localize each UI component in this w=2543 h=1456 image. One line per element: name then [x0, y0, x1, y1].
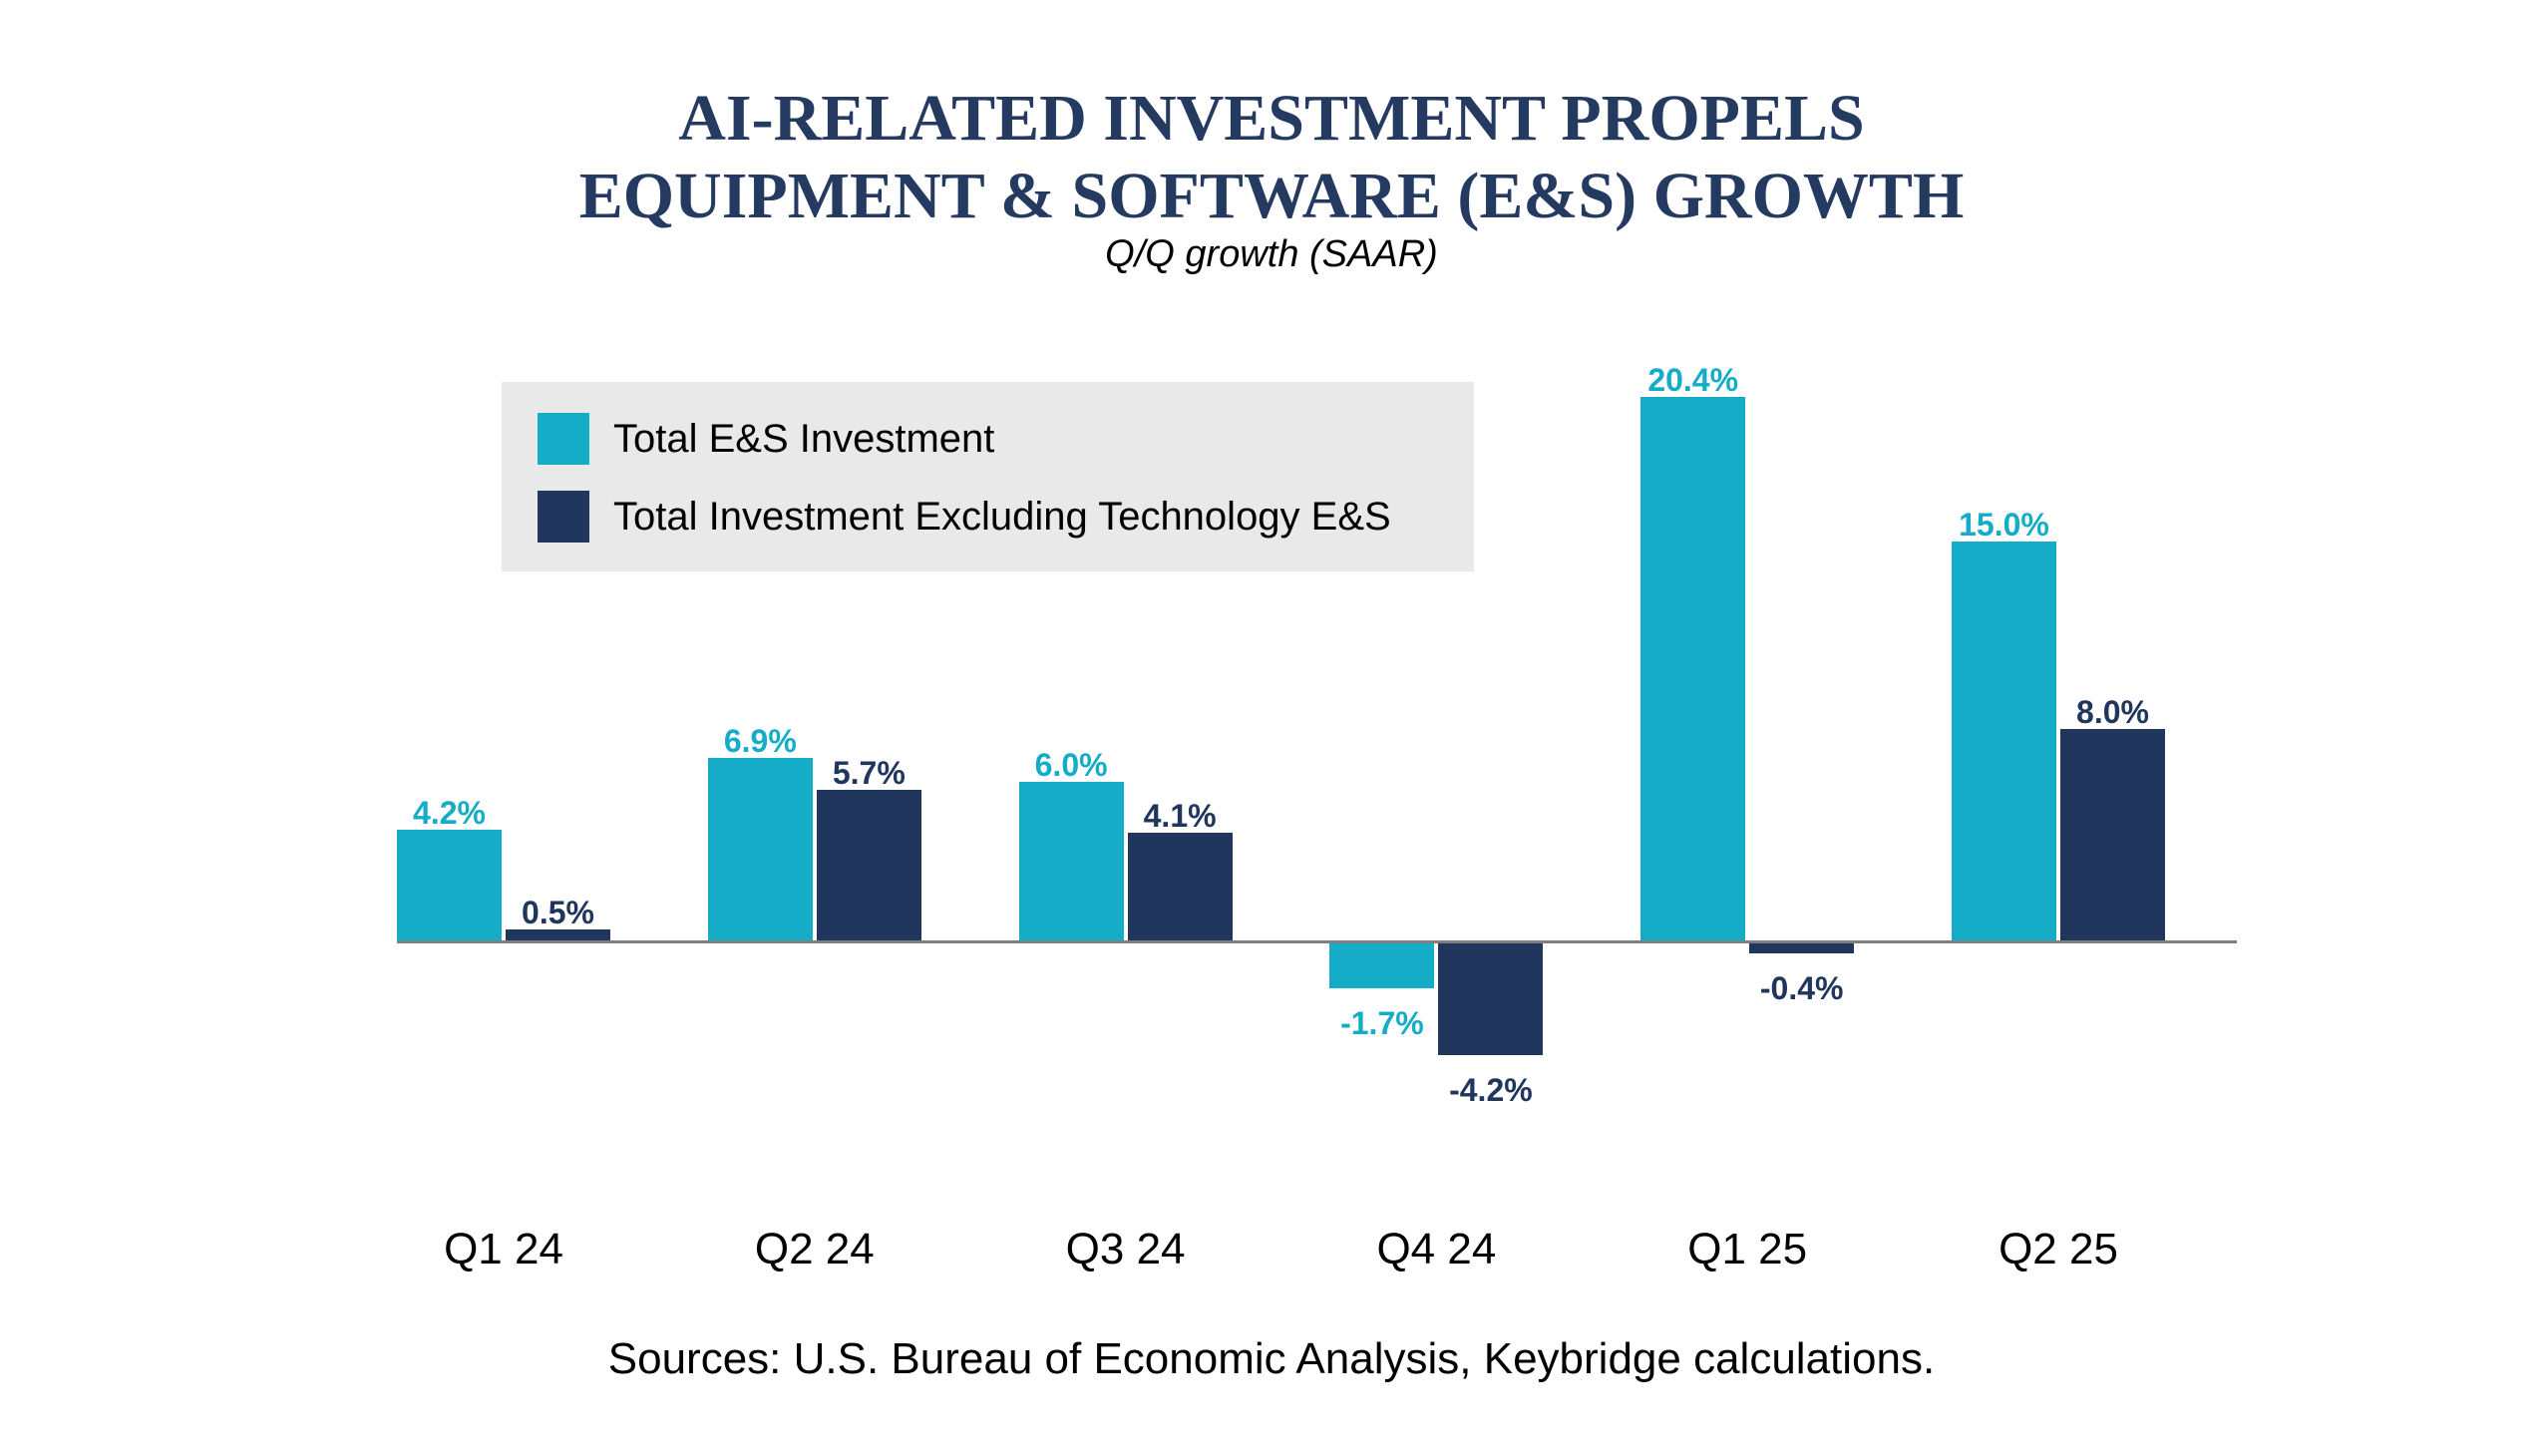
bar-total-es-q125: [1640, 397, 1746, 942]
chart-title-line2: EQUIPMENT & SOFTWARE (E&S) GROWTH: [578, 159, 1965, 232]
x-axis-label-q224: Q2 24: [754, 1225, 875, 1274]
bar-ex-tech-q125: [1749, 942, 1855, 953]
legend-label: Total Investment Excluding Technology E&…: [613, 494, 1391, 539]
bar-value-label: -0.4%: [1759, 969, 1844, 1006]
bar-value-label: -1.7%: [1340, 1004, 1424, 1041]
chart-subtitle: Q/Q growth (SAAR): [1105, 233, 1438, 275]
legend-item-excluding-tech: Total Investment Excluding Technology E&…: [538, 491, 1474, 543]
bar-ex-tech-q224: [816, 790, 921, 942]
bar-value-label: 4.1%: [1143, 798, 1217, 835]
legend-item-total-es: Total E&S Investment: [538, 413, 1474, 465]
bar-value-label: 4.2%: [413, 795, 486, 832]
bar-total-es-q224: [707, 758, 813, 942]
bar-value-label: 5.7%: [832, 755, 906, 792]
bar-ex-tech-q225: [2060, 728, 2165, 942]
legend-swatch-navy: [538, 491, 589, 543]
x-axis-label-q225: Q2 25: [1998, 1225, 2118, 1274]
bar-ex-tech-q324: [1127, 833, 1233, 942]
bar-total-es-q225: [1952, 542, 2056, 942]
legend-label: Total E&S Investment: [613, 416, 995, 461]
bar-total-es-q124: [397, 830, 502, 942]
bar-value-label: 6.9%: [723, 723, 797, 760]
bar-value-label: -4.2%: [1449, 1071, 1533, 1108]
x-axis-baseline: [397, 940, 2237, 943]
bar-value-label: 0.5%: [522, 894, 594, 930]
legend-swatch-teal: [538, 413, 589, 465]
bar-value-label: 6.0%: [1034, 747, 1108, 784]
source-note: Sources: U.S. Bureau of Economic Analysi…: [607, 1334, 1936, 1383]
bar-value-label: 15.0%: [1959, 507, 2049, 543]
bar-value-label: 20.4%: [1647, 362, 1739, 399]
bar-ex-tech-q124: [506, 928, 610, 942]
x-axis-label-q125: Q1 25: [1687, 1225, 1808, 1274]
chart-title: AI-RELATED INVESTMENT PROPELS EQUIPMENT …: [0, 80, 2543, 235]
bar-ex-tech-q424: [1438, 942, 1544, 1055]
x-axis-label-q124: Q1 24: [444, 1225, 563, 1274]
bar-total-es-q424: [1329, 942, 1435, 988]
bar-total-es-q324: [1018, 782, 1124, 942]
legend: Total E&S Investment Total Investment Ex…: [502, 382, 1474, 571]
chart-title-line1: AI-RELATED INVESTMENT PROPELS: [678, 82, 1865, 155]
bar-value-label: 8.0%: [2076, 693, 2149, 730]
x-axis-label-q424: Q4 24: [1376, 1225, 1497, 1274]
x-axis-label-q324: Q3 24: [1065, 1225, 1186, 1274]
